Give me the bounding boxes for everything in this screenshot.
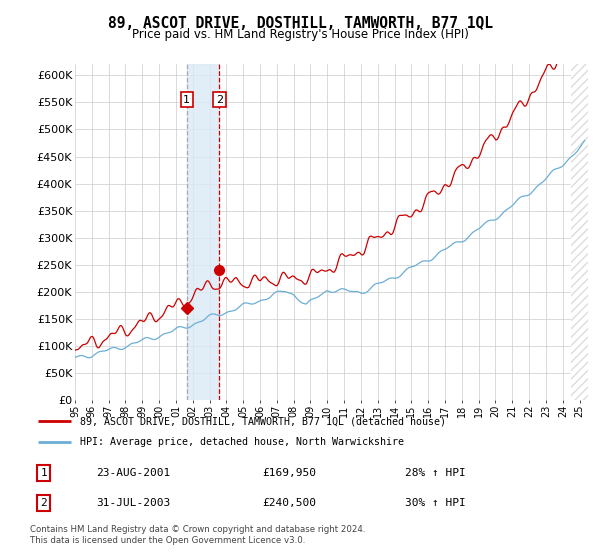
- Text: £169,950: £169,950: [262, 468, 316, 478]
- Text: 2: 2: [216, 95, 223, 105]
- Text: £240,500: £240,500: [262, 498, 316, 508]
- Text: 23-AUG-2001: 23-AUG-2001: [96, 468, 170, 478]
- Text: HPI: Average price, detached house, North Warwickshire: HPI: Average price, detached house, Nort…: [80, 437, 404, 447]
- Bar: [187, 64, 220, 400]
- Text: 89, ASCOT DRIVE, DOSTHILL, TAMWORTH, B77 1QL (detached house): 89, ASCOT DRIVE, DOSTHILL, TAMWORTH, B77…: [80, 416, 446, 426]
- Text: Contains HM Land Registry data © Crown copyright and database right 2024.
This d: Contains HM Land Registry data © Crown c…: [30, 525, 365, 545]
- Text: 1: 1: [40, 468, 47, 478]
- Text: 31-JUL-2003: 31-JUL-2003: [96, 498, 170, 508]
- Text: 2: 2: [40, 498, 47, 508]
- Text: 28% ↑ HPI: 28% ↑ HPI: [406, 468, 466, 478]
- Text: 30% ↑ HPI: 30% ↑ HPI: [406, 498, 466, 508]
- Bar: [571, 64, 588, 400]
- Text: 1: 1: [183, 95, 190, 105]
- Bar: [571, 64, 588, 400]
- Text: Price paid vs. HM Land Registry's House Price Index (HPI): Price paid vs. HM Land Registry's House …: [131, 28, 469, 41]
- Text: 89, ASCOT DRIVE, DOSTHILL, TAMWORTH, B77 1QL: 89, ASCOT DRIVE, DOSTHILL, TAMWORTH, B77…: [107, 16, 493, 31]
